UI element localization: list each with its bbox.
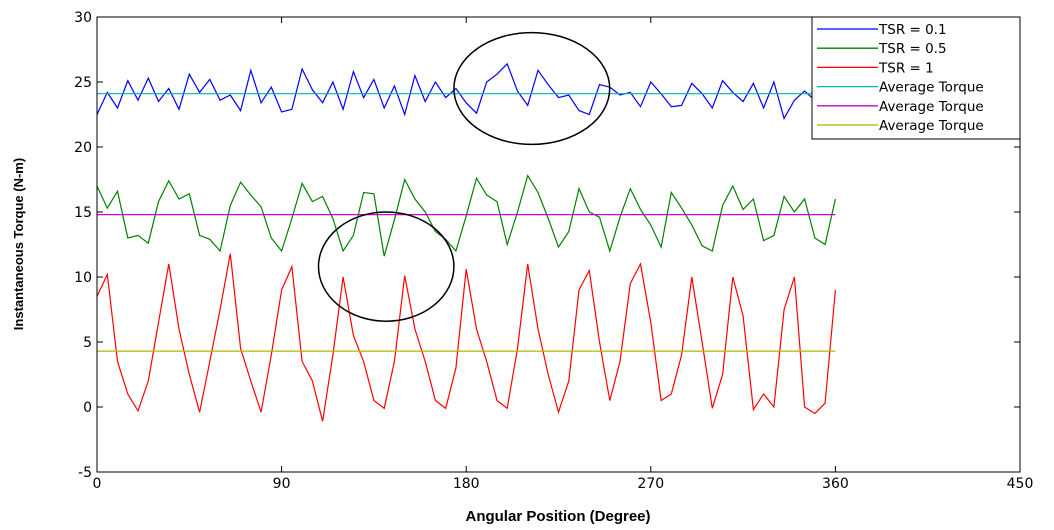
annotation-layer bbox=[317, 31, 611, 322]
series-line-tsr-0-5-2 bbox=[96, 174, 836, 257]
legend: TSR = 0.1 TSR = 0.5 TSR = 1 Average Torque A… bbox=[811, 16, 1021, 140]
legend-label-1: TSR = 0.1 bbox=[878, 22, 947, 38]
y-tick-label: 0 bbox=[83, 400, 92, 416]
x-tick-label: 90 bbox=[273, 476, 291, 492]
y-axis-ticks: -5 0 5 10 15 20 25 30 bbox=[74, 10, 1020, 481]
x-tick-label: 0 bbox=[93, 476, 102, 492]
x-axis-label: Angular Position (Degree) bbox=[465, 508, 650, 525]
x-tick-label: 180 bbox=[453, 476, 480, 492]
legend-label-4: Average Torque bbox=[879, 80, 984, 96]
y-tick-label: 10 bbox=[74, 270, 92, 286]
y-tick-label: 30 bbox=[74, 10, 92, 26]
legend-label-3: TSR = 1 bbox=[878, 60, 934, 76]
y-tick-label: 15 bbox=[74, 205, 92, 221]
y-tick-label: -5 bbox=[78, 465, 92, 481]
y-tick-label: 25 bbox=[74, 75, 92, 91]
annotation-ellipse-1 bbox=[453, 31, 611, 146]
x-tick-label: 270 bbox=[637, 476, 664, 492]
y-tick-label: 20 bbox=[74, 140, 92, 156]
series-line-tsr-1-3 bbox=[96, 253, 836, 422]
legend-label-2: TSR = 0.5 bbox=[878, 41, 947, 57]
y-axis-label: Instantaneous Torque (N-m) bbox=[11, 158, 26, 330]
legend-label-6: Average Torque bbox=[879, 118, 984, 134]
y-tick-label: 5 bbox=[83, 335, 92, 351]
series-line-tsr-0-1-1 bbox=[96, 62, 836, 120]
x-tick-label: 450 bbox=[1007, 476, 1034, 492]
x-axis-ticks: 0 90 180 270 360 450 bbox=[93, 17, 1034, 492]
legend-label-5: Average Torque bbox=[879, 99, 984, 115]
annotation-ellipse-2 bbox=[317, 211, 455, 322]
plot-frame bbox=[96, 16, 1021, 473]
legend-box bbox=[811, 16, 1021, 140]
x-tick-label: 360 bbox=[822, 476, 849, 492]
series-layer bbox=[96, 62, 836, 422]
